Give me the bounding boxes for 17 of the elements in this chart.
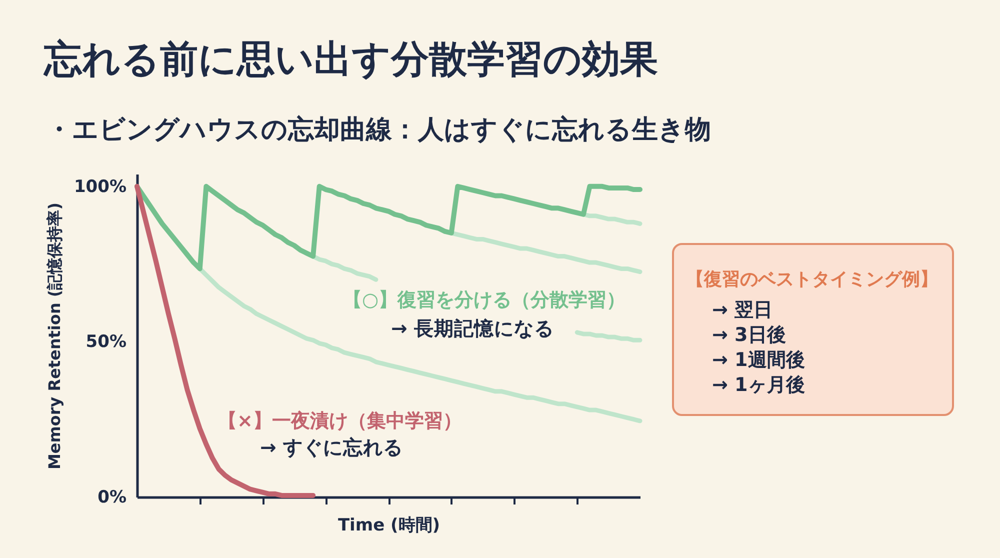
chart-title: 忘れる前に思い出す分散学習の効果 (44, 36, 658, 82)
text: → 翌日 (712, 298, 773, 322)
y-axis-title: Memory Retention (記憶保持率) (44, 202, 64, 470)
annotation: → 長期記憶になる (391, 317, 554, 340)
y-tick-label: 0% (98, 488, 126, 508)
x-axis-title: Time (時間) (338, 516, 440, 536)
y-tick-label: 50% (86, 332, 126, 352)
text: → 3日後 (712, 323, 786, 347)
series-label: 【×】一夜漬け（集中学習） (218, 410, 462, 432)
y-tick-label: 100% (74, 176, 126, 197)
line-series (581, 212, 642, 226)
annotation: → すぐに忘れる (260, 436, 404, 459)
text: → 1週間後 (712, 348, 805, 372)
text: 【復習のベストタイミング例】 (686, 268, 938, 292)
text: 【○】復習を分ける（分散学習） (343, 289, 626, 311)
text: → 1ヶ月後 (712, 373, 805, 397)
chart-subtitle: ・エビングハウスの忘却曲線：人はすぐに忘れる生き物 (46, 114, 711, 146)
